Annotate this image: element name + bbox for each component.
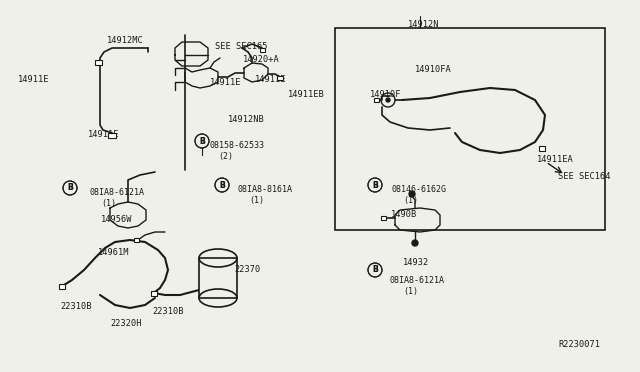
Text: SEE SEC164: SEE SEC164 [558,172,611,181]
Text: 14912N: 14912N [408,20,440,29]
Bar [95,60,102,64]
Text: 14961M: 14961M [98,248,129,257]
Bar [374,98,378,102]
Text: (2): (2) [218,152,233,161]
Text: 14911E: 14911E [255,75,287,84]
Text: 14911EA: 14911EA [537,155,573,164]
Text: 14932: 14932 [403,258,429,267]
Text: B: B [67,183,73,192]
Bar [199,258,237,298]
Circle shape [409,191,415,197]
Text: B: B [372,266,378,275]
Text: (1): (1) [403,287,418,296]
Text: 14911E: 14911E [88,130,120,139]
Text: 14911E: 14911E [210,78,241,87]
Text: 14912MC: 14912MC [107,36,144,45]
Text: B: B [219,180,225,189]
Text: B: B [199,137,205,145]
Bar [59,283,65,289]
Bar [199,258,237,298]
Bar [134,238,138,242]
Bar [335,28,605,230]
Bar [151,291,157,295]
Text: R2230071: R2230071 [558,340,600,349]
Text: (1): (1) [403,196,418,205]
Text: 14920+A: 14920+A [243,55,280,64]
Text: 1490B: 1490B [391,210,417,219]
Text: 22310B: 22310B [60,302,92,311]
Text: 14956W: 14956W [101,215,132,224]
Text: 08IA8-8161A: 08IA8-8161A [237,185,292,194]
Text: (1): (1) [249,196,264,205]
Text: (1): (1) [101,199,116,208]
Text: SEE SEC165: SEE SEC165 [215,42,268,51]
Bar [259,48,264,52]
Text: B: B [372,180,378,189]
Bar [539,145,545,151]
Text: B: B [219,180,225,189]
Bar [108,132,116,138]
Text: B: B [67,183,73,192]
Text: 08146-6162G: 08146-6162G [391,185,446,194]
Text: 22320H: 22320H [110,319,141,328]
Circle shape [386,98,390,102]
Text: B: B [372,266,378,275]
Text: 08158-62533: 08158-62533 [210,141,265,150]
Circle shape [412,240,418,246]
Text: 22310B: 22310B [152,307,184,316]
Text: 08IA8-6121A: 08IA8-6121A [89,188,144,197]
Text: B: B [372,180,378,189]
Bar [381,216,385,220]
Text: 22370: 22370 [234,265,260,274]
Text: 14911EB: 14911EB [288,90,324,99]
Text: 14912NB: 14912NB [228,115,265,124]
Text: 14911E: 14911E [18,75,49,84]
Text: B: B [199,137,205,145]
Text: 14910F: 14910F [370,90,401,99]
Text: 08IA8-6121A: 08IA8-6121A [390,276,445,285]
Bar [277,76,283,80]
Text: 14910FA: 14910FA [415,65,452,74]
